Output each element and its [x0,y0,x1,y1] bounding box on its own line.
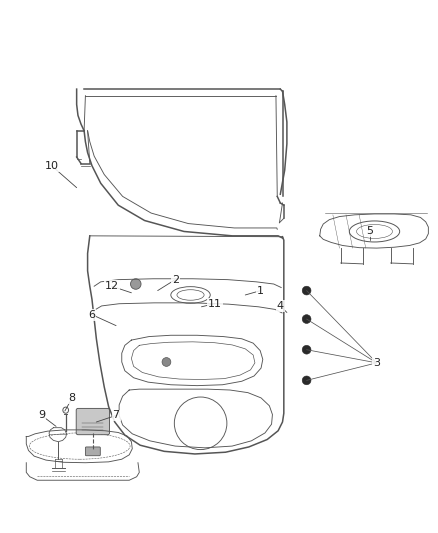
Text: 10: 10 [45,161,59,171]
Text: 3: 3 [373,358,380,368]
Circle shape [302,286,311,295]
Text: 8: 8 [69,393,76,403]
Text: 6: 6 [88,310,95,320]
Circle shape [302,345,311,354]
Text: 12: 12 [105,281,119,291]
FancyBboxPatch shape [76,408,110,435]
Circle shape [302,314,311,324]
Circle shape [302,376,311,385]
FancyBboxPatch shape [85,447,100,456]
Text: 4: 4 [277,301,284,311]
Text: 7: 7 [113,410,120,421]
Text: 5: 5 [367,227,374,237]
Text: 2: 2 [172,274,179,285]
Circle shape [131,279,141,289]
Text: 9: 9 [38,410,45,421]
Circle shape [162,358,171,366]
Text: 1: 1 [257,286,264,296]
Text: 11: 11 [208,298,222,309]
